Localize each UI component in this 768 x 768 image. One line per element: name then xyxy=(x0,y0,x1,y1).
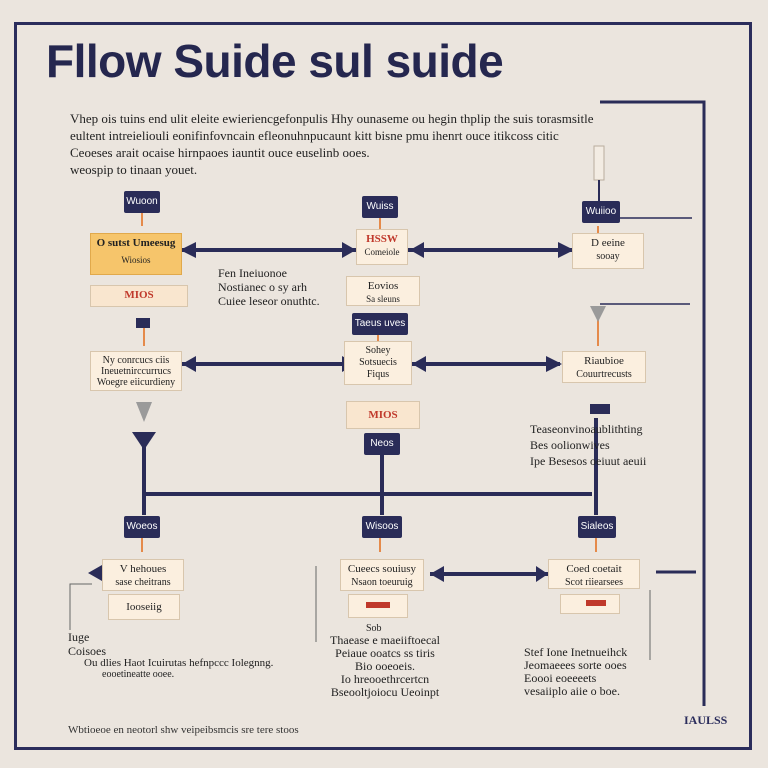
node-sublabel: Fiqus xyxy=(366,369,390,380)
node-label: Riaubioe xyxy=(584,355,624,367)
flow-node: Cueecs souiusy Nsaon toeuruig xyxy=(340,559,424,591)
flow-node: Iooseiig xyxy=(108,594,180,620)
flow-node: Eovios Sa sleuns xyxy=(346,276,420,306)
node-label: Coed coetait xyxy=(566,563,622,575)
annotation: Ou dlies Haot Icuirutas hefnpccc Iolegnn… xyxy=(84,657,274,669)
flow-node: Ny conrcucs ciis Ineuetnirccurrucs Woegr… xyxy=(90,351,182,391)
node-label: Ny conrcucs ciis xyxy=(102,355,170,366)
node-tag: Sialeos xyxy=(578,516,616,538)
annotation: Stef Ione Inetnueihck Jeomaeees sorte oo… xyxy=(524,645,628,698)
stack-icon xyxy=(366,602,390,608)
intro-line: weospip to tinaan youet. xyxy=(70,162,198,177)
node-label: Eovios xyxy=(367,280,399,292)
annotation: Fen Ineiuonoe Nostianec o sy arh Cuiee l… xyxy=(218,266,320,308)
page-title: Fllow Suide sul suide xyxy=(46,35,504,87)
node-label: Sohey xyxy=(365,345,391,356)
lamp-icon xyxy=(593,145,605,204)
node-label: HSSW xyxy=(366,233,398,245)
annotation: Iuge Coisoes xyxy=(68,630,107,658)
flow-node: MIOS xyxy=(346,401,420,429)
flow-node: D eeine sooay xyxy=(572,233,644,269)
node-label: D eeine xyxy=(591,237,625,249)
corner-label: IAULSS xyxy=(684,713,728,727)
node-sublabel: Sa sleuns xyxy=(366,294,400,304)
node-sublabel: Scot riiearsees xyxy=(564,577,624,588)
intro-line: Ceoeses arait ocaise hirnpaoes iauntit o… xyxy=(70,145,370,160)
node-sublabel: Nsaon toeuruig xyxy=(351,577,413,588)
annotation: Teaseonvinoaublithting Bes oolionwives I… xyxy=(530,422,647,468)
node-sublabel: Wiosios xyxy=(121,255,151,265)
node-sublabel: sase cheitrans xyxy=(115,577,171,588)
node-sublabel: Woegre eiicurdieny xyxy=(96,377,176,388)
node-tag: Taeus uves xyxy=(352,313,408,335)
node-label: O sutst Umeesug xyxy=(96,237,176,249)
node-tag: Wuoon xyxy=(124,191,160,213)
node-label: MIOS xyxy=(368,409,398,421)
flow-node: V hehoues sase cheitrans xyxy=(102,559,184,591)
footer-note: Wbtioeoe en neotorl shw veipeibsmcis sre… xyxy=(68,724,299,736)
flow-node: Riaubioe Couurtrecusts xyxy=(562,351,646,383)
node-tag: Wuiioo xyxy=(582,201,620,223)
node-tag: Woeos xyxy=(124,516,160,538)
intro-paragraph: Vhep ois tuins end ulit eleite ewierienc… xyxy=(70,110,670,178)
node-sublabel: Couurtrecusts xyxy=(576,369,632,380)
node-label: MIOS xyxy=(124,289,154,301)
intro-line: Vhep ois tuins end ulit eleite ewierienc… xyxy=(70,111,594,126)
flow-node: O sutst Umeesug Wiosios xyxy=(90,233,182,275)
node-label: Iooseiig xyxy=(126,601,162,613)
flow-node: Coed coetait Scot riiearsees xyxy=(548,559,640,589)
stack-icon xyxy=(586,600,606,606)
node-tag: Wuiss xyxy=(362,196,398,218)
annotation: eooetineatte ooee. xyxy=(102,669,175,680)
node-sublabel: Ineuetnirccurrucs xyxy=(101,366,171,377)
node-tag: Neos xyxy=(364,433,400,455)
node-sublabel: Comeiole xyxy=(364,247,400,257)
pin-icons xyxy=(136,306,610,422)
node-label: V hehoues xyxy=(119,563,167,575)
page-frame xyxy=(14,22,752,750)
right-rail xyxy=(600,100,706,706)
flow-node: MIOS xyxy=(90,285,188,307)
node-label: Cueecs souiusy xyxy=(347,563,417,575)
intro-line: eultent intreieliouli eonifinfovncain ef… xyxy=(70,128,559,143)
flow-node: HSSW Comeiole xyxy=(356,229,408,265)
annotation: Sob xyxy=(366,623,382,634)
node-sublabel: Sotsuecis xyxy=(359,357,397,368)
flow-node: Sohey Sotsuecis Fiqus xyxy=(344,341,412,385)
node-tag: Wisoos xyxy=(362,516,402,538)
node-sublabel: sooay xyxy=(596,251,620,262)
annotation: Thaease e maeiiftoecal Peiaue ooatcs ss … xyxy=(330,633,440,699)
